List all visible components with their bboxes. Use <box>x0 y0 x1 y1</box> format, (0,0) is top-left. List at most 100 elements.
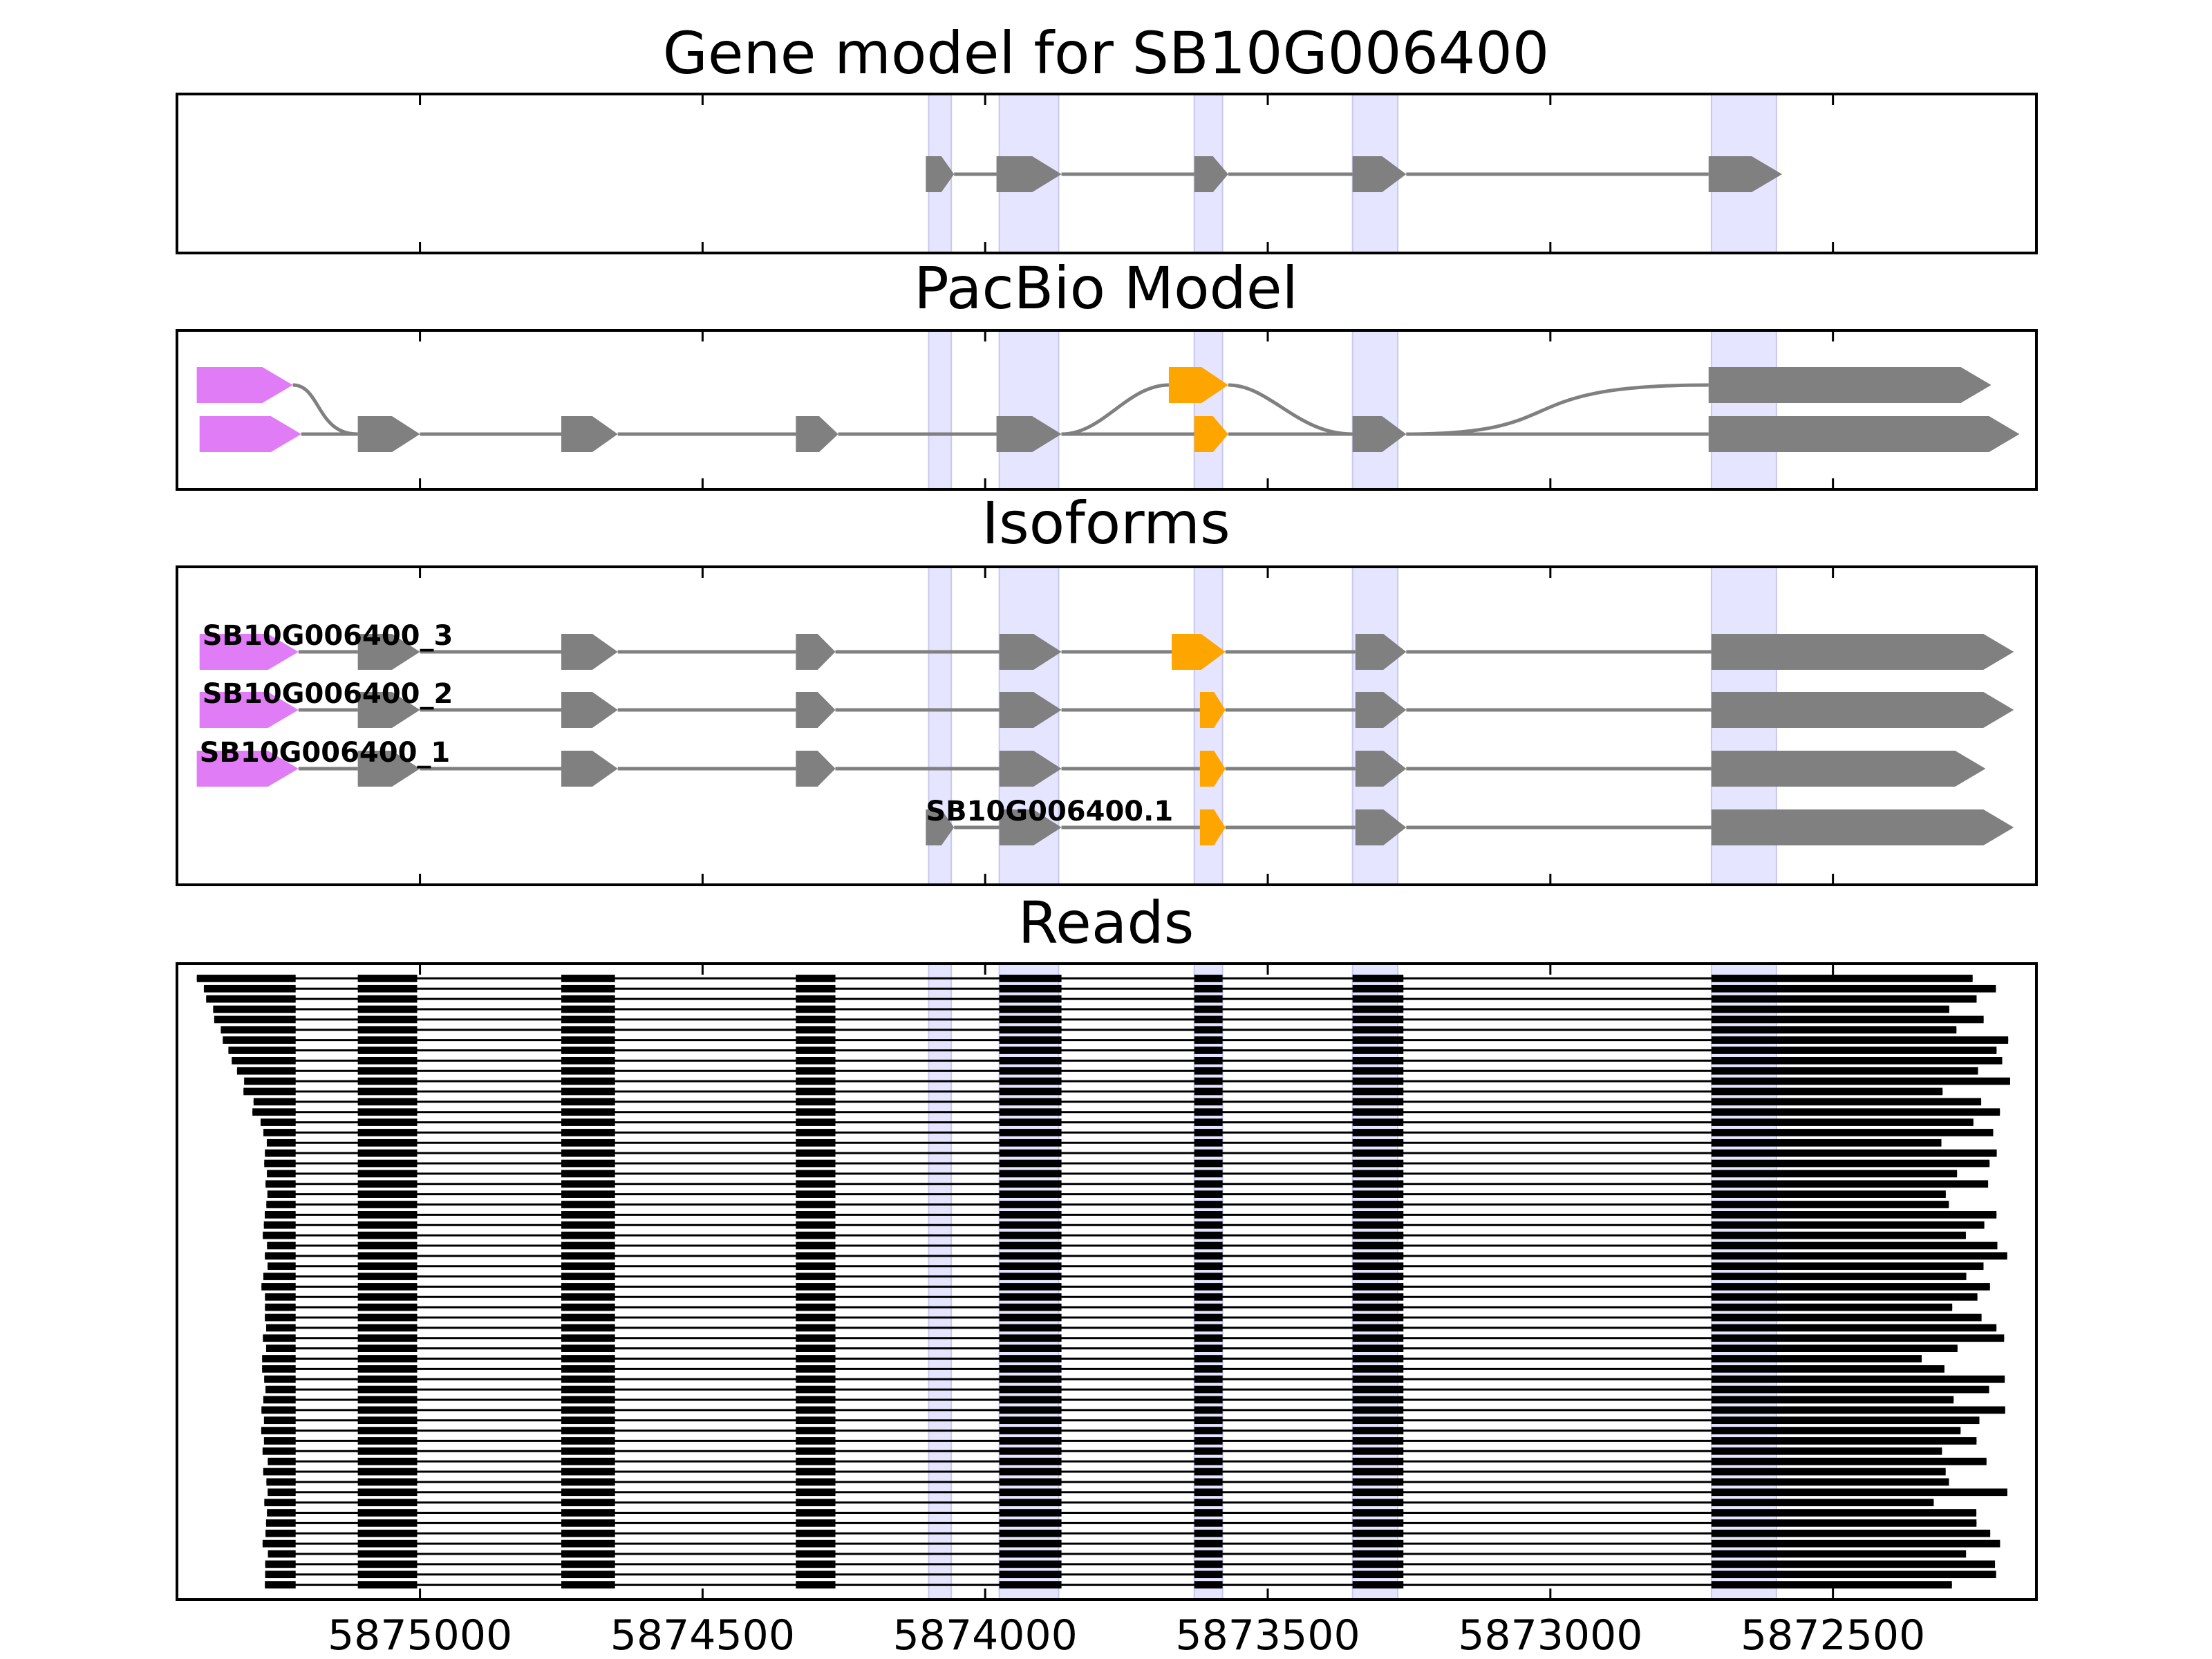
highlight-band <box>1193 330 1224 490</box>
read-block <box>357 1427 418 1434</box>
read-block <box>1352 1437 1404 1445</box>
read-block <box>1194 1108 1223 1116</box>
read-block <box>1194 984 1223 993</box>
read-block <box>1352 1036 1404 1044</box>
read-block <box>561 1560 615 1568</box>
exon-arrow <box>561 416 618 452</box>
read-block <box>265 1344 296 1352</box>
read-block <box>1711 1262 1984 1271</box>
read-block <box>221 1026 296 1034</box>
read-block <box>999 1488 1062 1497</box>
read-block <box>796 975 836 982</box>
exon-arrow <box>926 809 955 845</box>
read-block <box>1352 1067 1404 1075</box>
read-block <box>999 1015 1062 1024</box>
read-block <box>357 995 418 1003</box>
read-block <box>1352 1159 1404 1168</box>
read-block <box>1352 1344 1404 1352</box>
read-block <box>561 1047 615 1054</box>
read-block <box>357 1283 418 1291</box>
read-block <box>263 1129 296 1136</box>
read-block <box>999 1478 1062 1486</box>
read-block <box>796 1211 836 1219</box>
read-block <box>999 1427 1062 1434</box>
read-block <box>561 1478 615 1486</box>
read-block <box>796 1416 836 1425</box>
read-block <box>561 1457 615 1465</box>
read-block <box>1711 1519 1977 1527</box>
read-block <box>1194 1313 1223 1322</box>
read-block <box>999 975 1062 982</box>
reads-panel: Reads 5875000 5874500 5874000 5873500 587300… <box>176 889 2038 1659</box>
read-block <box>796 1129 836 1136</box>
read-block <box>561 1509 615 1517</box>
read-block <box>796 1375 836 1383</box>
read-block <box>999 1047 1062 1054</box>
read-block <box>357 1026 418 1034</box>
read-block <box>1194 1427 1223 1434</box>
read-block <box>1352 1529 1404 1537</box>
read-block <box>561 1149 615 1157</box>
read-block <box>561 1190 615 1198</box>
isoforms-ticks <box>419 567 1835 885</box>
read-block <box>561 1385 615 1394</box>
read-block <box>1352 1138 1404 1147</box>
pacbio-frame <box>176 329 2038 491</box>
read-block <box>796 1539 836 1548</box>
utr-exon-arrow <box>199 416 301 452</box>
read-block <box>1711 1457 1987 1465</box>
read-block <box>1352 1241 1404 1250</box>
read-block <box>262 1355 296 1362</box>
read-block <box>1711 1273 1967 1280</box>
read-block <box>357 1098 418 1106</box>
read-block <box>1352 1396 1404 1404</box>
read-block <box>228 1047 296 1054</box>
read-block <box>796 1344 836 1352</box>
read-block <box>1352 1190 1404 1198</box>
read-block <box>357 1252 418 1260</box>
read-block <box>1711 1129 1994 1136</box>
read-block <box>1352 1293 1404 1301</box>
gene-model-ticks <box>419 94 1835 253</box>
read-block <box>1352 1499 1404 1506</box>
read-block <box>1711 1375 2005 1383</box>
read-block <box>796 1571 836 1579</box>
read-block <box>357 1313 418 1322</box>
read-block <box>264 1375 296 1383</box>
read-block <box>796 1241 836 1250</box>
read-block <box>265 1252 296 1260</box>
read-block <box>561 1375 615 1383</box>
read-block <box>1711 1087 1943 1096</box>
read-block <box>1711 1396 1954 1404</box>
read-block <box>263 1416 296 1425</box>
exon-arrow <box>1355 751 1407 787</box>
read-block <box>1194 1355 1223 1362</box>
read-block <box>1352 1334 1404 1342</box>
read-block <box>357 1241 418 1250</box>
read-block <box>357 1118 418 1126</box>
read-block <box>262 1365 296 1373</box>
read-block <box>1194 1488 1223 1497</box>
read-block <box>206 995 296 1003</box>
alt-exon-arrow <box>1199 751 1226 787</box>
read-block <box>561 1303 615 1311</box>
read-block <box>796 1201 836 1208</box>
read-block <box>357 1190 418 1198</box>
read-block <box>1194 1149 1223 1157</box>
read-block <box>1352 1108 1404 1116</box>
read-block <box>1711 1211 1997 1219</box>
read-block <box>1352 1180 1404 1188</box>
read-block <box>261 1283 296 1291</box>
exon-arrow <box>996 416 1062 452</box>
read-block <box>1194 1087 1223 1096</box>
isoforms-labels: SB10G006400_3 SB10G006400_2 SB10G006400_1 S… <box>200 620 1174 827</box>
read-block <box>263 1396 296 1404</box>
read-block <box>1194 1077 1223 1085</box>
read-block <box>1352 1118 1404 1126</box>
read-block <box>1352 1488 1404 1497</box>
alt-exon-arrow <box>1199 809 1226 845</box>
read-block <box>357 1077 418 1085</box>
read-block <box>561 975 615 982</box>
read-block <box>999 1149 1062 1157</box>
read-block <box>999 1550 1062 1558</box>
